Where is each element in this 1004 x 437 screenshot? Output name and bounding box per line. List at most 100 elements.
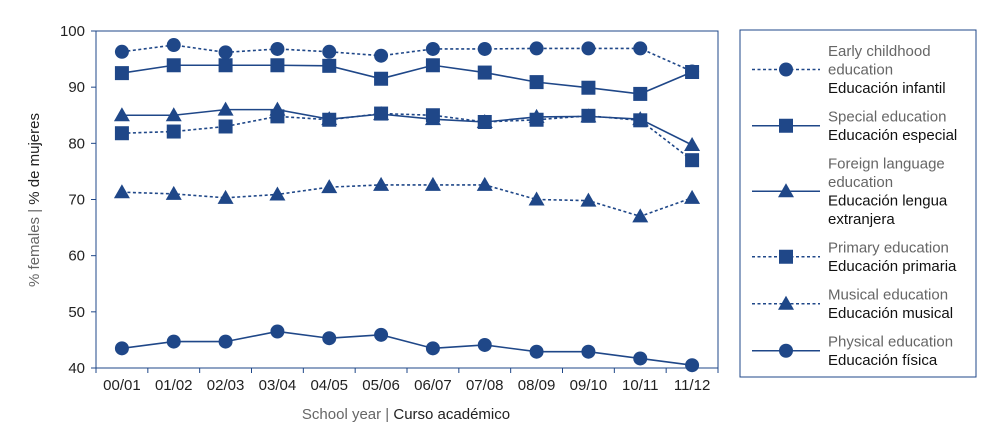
data-point xyxy=(529,41,544,56)
x-tick-label: 00/01 xyxy=(103,377,141,394)
data-point xyxy=(270,58,285,73)
series-group xyxy=(113,38,701,373)
data-point xyxy=(322,112,337,127)
y-tick-label: 50 xyxy=(68,304,85,321)
legend-label: Special education xyxy=(828,109,946,126)
data-point xyxy=(580,192,597,207)
x-axis-label: School year | Curso académico xyxy=(302,406,510,423)
data-point xyxy=(424,176,441,191)
legend-label: Musical education xyxy=(828,287,948,304)
legend-label: Educación infantil xyxy=(828,80,946,97)
data-point xyxy=(218,45,233,60)
legend-label: Educación física xyxy=(828,352,938,369)
legend-marker xyxy=(778,183,794,198)
x-tick-label: 11/12 xyxy=(674,377,710,394)
y-tick-label: 100 xyxy=(60,23,85,40)
legend-label: Educación primaria xyxy=(828,258,957,275)
data-point xyxy=(114,66,129,81)
data-point xyxy=(166,334,181,349)
series-line xyxy=(121,64,693,95)
y-axis: 40 50 60 70 80 90 100 xyxy=(60,23,96,377)
x-tick-label: 03/04 xyxy=(259,377,297,394)
data-point xyxy=(477,337,492,352)
data-point xyxy=(218,119,233,134)
y-axis-label: % females | % de mujeres xyxy=(26,113,43,287)
legend-label: Physical education xyxy=(828,334,953,351)
data-point xyxy=(477,65,492,80)
data-point xyxy=(270,109,285,124)
data-point xyxy=(114,126,129,141)
y-tick-label: 60 xyxy=(68,248,85,265)
data-point xyxy=(218,58,233,73)
legend-label: Educación lengua xyxy=(828,193,948,210)
series-3 xyxy=(114,106,700,168)
series-line xyxy=(121,184,693,218)
legend-marker xyxy=(779,343,793,358)
data-point xyxy=(217,189,234,204)
data-point xyxy=(218,334,233,349)
x-tick-label: 06/07 xyxy=(414,377,452,394)
data-point xyxy=(685,65,700,80)
data-point xyxy=(166,38,181,53)
series-4 xyxy=(113,176,701,223)
legend-label: extranjera xyxy=(828,211,895,228)
data-point xyxy=(581,41,596,56)
data-point xyxy=(374,48,389,63)
y-tick-label: 70 xyxy=(68,192,85,209)
series-0 xyxy=(114,38,700,79)
data-point xyxy=(529,75,544,90)
data-point xyxy=(166,124,181,139)
data-point xyxy=(113,184,130,199)
series-line xyxy=(121,44,693,73)
x-tick-label: 07/08 xyxy=(466,377,504,394)
data-point xyxy=(425,341,440,356)
data-point xyxy=(528,191,545,206)
series-1 xyxy=(114,58,700,101)
data-point xyxy=(684,137,701,152)
y-tick-label: 80 xyxy=(68,135,85,152)
x-axis: 00/01 01/02 02/03 03/04 04/05 05/06 06/07 07/08… xyxy=(95,368,719,394)
legend-label: Foreign language xyxy=(828,156,945,173)
legend-marker xyxy=(779,118,793,133)
x-tick-label: 01/02 xyxy=(155,377,193,394)
plot-area xyxy=(95,30,719,369)
data-point xyxy=(269,186,286,201)
y-tick-label: 90 xyxy=(68,79,85,96)
data-point xyxy=(581,80,596,95)
series-line xyxy=(121,112,693,161)
data-point xyxy=(476,176,493,191)
x-tick-label: 02/03 xyxy=(207,377,245,394)
series-5 xyxy=(114,324,700,373)
data-point xyxy=(165,185,182,200)
data-point xyxy=(581,108,596,123)
legend-label: Educación especial xyxy=(828,127,957,144)
data-point xyxy=(684,189,701,204)
legend-label: Primary education xyxy=(828,240,949,257)
data-point xyxy=(217,101,234,116)
data-point xyxy=(425,108,440,123)
x-tick-label: 05/06 xyxy=(362,377,400,394)
data-point xyxy=(685,358,700,373)
x-tick-label: 08/09 xyxy=(518,377,556,394)
legend-label: education xyxy=(828,174,893,191)
data-point xyxy=(633,41,648,56)
data-point xyxy=(165,107,182,122)
data-point xyxy=(374,327,389,342)
data-point xyxy=(374,106,389,121)
x-tick-label: 10/11 xyxy=(622,377,658,394)
data-point xyxy=(373,176,390,191)
data-point xyxy=(114,44,129,59)
data-point xyxy=(477,41,492,56)
legend-marker xyxy=(779,249,793,264)
y-tick-label: 40 xyxy=(68,360,85,377)
data-point xyxy=(113,107,130,122)
x-tick-label: 09/10 xyxy=(570,377,608,394)
legend-label: education xyxy=(828,62,893,79)
